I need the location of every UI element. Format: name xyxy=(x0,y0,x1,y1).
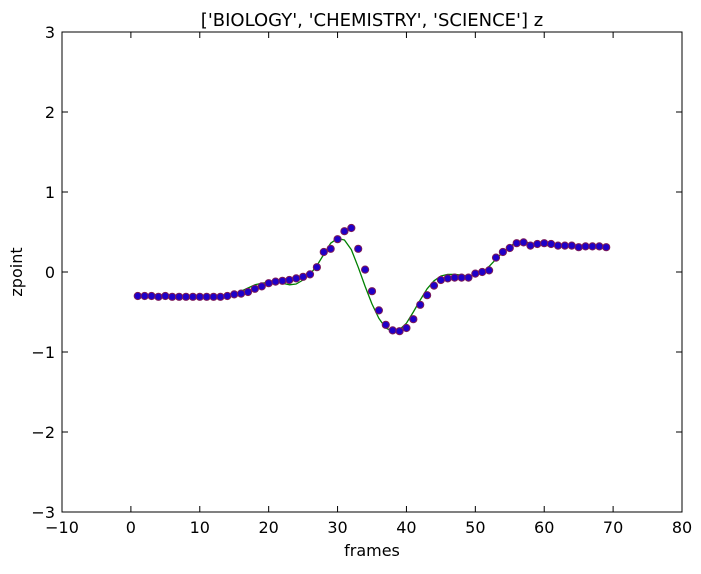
data-point xyxy=(533,239,542,249)
data-point xyxy=(168,292,177,301)
data-point xyxy=(181,292,191,301)
data-point xyxy=(340,227,349,236)
data-point xyxy=(443,274,452,283)
x-tick-label: 0 xyxy=(126,518,136,537)
y-tick-label: 0 xyxy=(45,263,55,282)
data-point xyxy=(326,244,335,253)
data-point xyxy=(319,247,328,257)
data-point xyxy=(216,292,225,301)
data-point xyxy=(471,269,480,278)
data-point xyxy=(230,290,239,299)
data-point xyxy=(450,273,459,282)
y-tick-label: 3 xyxy=(45,23,55,42)
x-tick-label: 40 xyxy=(396,518,416,537)
data-point xyxy=(547,239,556,249)
data-point xyxy=(264,279,273,288)
data-point xyxy=(416,300,425,309)
data-point xyxy=(147,291,156,301)
data-point xyxy=(560,241,569,250)
x-tick-label: 50 xyxy=(465,518,485,537)
data-point xyxy=(202,292,211,301)
x-tick-label: 80 xyxy=(672,518,692,537)
data-point xyxy=(574,243,583,252)
data-point xyxy=(257,282,266,291)
data-point xyxy=(354,244,363,253)
y-tick-label: −1 xyxy=(31,343,55,362)
data-point xyxy=(478,267,487,277)
data-point xyxy=(423,291,432,300)
data-point xyxy=(305,270,315,279)
x-axis-label: frames xyxy=(344,541,400,560)
data-point xyxy=(553,241,563,250)
data-point xyxy=(175,292,184,301)
x-tick-label: 30 xyxy=(327,518,347,537)
data-point xyxy=(195,292,204,301)
data-point xyxy=(581,242,590,251)
data-point xyxy=(237,289,246,298)
data-point xyxy=(485,266,494,275)
data-point xyxy=(154,292,163,301)
chart-title: ['BIOLOGY', 'CHEMISTRY', 'SCIENCE'] z xyxy=(201,10,543,31)
data-point xyxy=(498,247,507,257)
data-point xyxy=(140,291,149,301)
data-point xyxy=(188,292,197,301)
data-point xyxy=(161,291,170,301)
data-point xyxy=(512,239,521,248)
data-point xyxy=(243,287,253,297)
data-point xyxy=(567,241,576,250)
y-tick-label: 2 xyxy=(45,103,55,122)
data-point xyxy=(361,265,370,274)
y-tick-label: 1 xyxy=(45,183,55,202)
data-point xyxy=(374,306,383,315)
y-axis-label: zpoint xyxy=(7,247,26,296)
data-point xyxy=(278,276,287,285)
data-point xyxy=(271,277,280,286)
data-point xyxy=(429,281,439,290)
data-point xyxy=(285,275,294,285)
x-tick-label: 70 xyxy=(603,518,623,537)
data-point xyxy=(223,291,232,301)
data-point xyxy=(540,239,549,248)
data-point xyxy=(333,235,342,244)
data-point xyxy=(464,273,473,282)
data-point xyxy=(133,291,142,301)
data-point xyxy=(209,292,218,301)
data-point xyxy=(312,263,321,272)
data-point xyxy=(381,320,390,329)
data-point xyxy=(395,327,404,336)
data-point xyxy=(292,274,301,283)
data-point xyxy=(595,242,604,251)
data-point xyxy=(436,275,445,285)
data-point xyxy=(505,243,514,253)
data-point xyxy=(519,238,528,247)
data-point xyxy=(491,253,501,262)
x-tick-label: 60 xyxy=(534,518,554,537)
data-point xyxy=(388,326,397,335)
y-tick-label: −2 xyxy=(31,423,55,442)
x-tick-label: 20 xyxy=(258,518,278,537)
data-point xyxy=(588,242,597,251)
data-point xyxy=(250,284,259,293)
data-point xyxy=(347,223,356,233)
data-point xyxy=(602,243,611,252)
data-point xyxy=(409,315,418,324)
data-point xyxy=(299,272,308,281)
data-point xyxy=(526,241,535,250)
data-layer xyxy=(133,223,611,336)
x-tick-label: 10 xyxy=(190,518,210,537)
y-tick-label: −3 xyxy=(31,503,55,522)
x-tick-label: −10 xyxy=(45,518,79,537)
data-point xyxy=(367,287,377,296)
data-point xyxy=(402,323,411,333)
data-point xyxy=(457,273,466,282)
